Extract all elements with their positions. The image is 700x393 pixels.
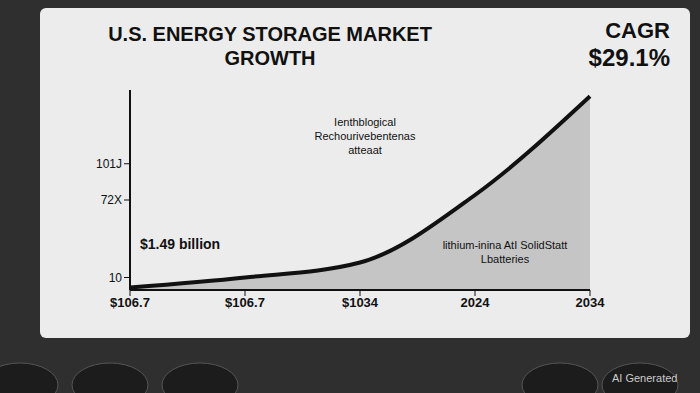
html-text:U.S. ENERGY STORAGE MARKET GRO: U.S. ENERGY STORAGE MARKET GROWTH	[108, 23, 432, 69]
svg-text:$106.7: $106.7	[110, 295, 150, 310]
html-text:$1.49 billion: $1.49 billion	[140, 236, 221, 252]
html-text:CAGR: CAGR	[605, 18, 670, 43]
html-text:AI Generated: AI Generated	[612, 372, 678, 384]
svg-text:72X: 72X	[101, 193, 122, 207]
svg-text:$106.7: $106.7	[225, 295, 265, 310]
svg-text:2024: 2024	[461, 295, 491, 310]
svg-text:10: 10	[109, 271, 123, 285]
html-text:Ienthblogical Rechourivebenten: Ienthblogical Rechourivebentenas atteaat	[314, 116, 416, 156]
svg-text:$1034: $1034	[342, 295, 379, 310]
svg-text:2034: 2034	[576, 295, 606, 310]
html-text:$29.1%: $29.1%	[588, 44, 670, 71]
html-text:lithium-inina AtI SolidStatt L: lithium-inina AtI SolidStatt Lbatteries	[442, 239, 568, 265]
svg-text:101J: 101J	[96, 157, 122, 171]
